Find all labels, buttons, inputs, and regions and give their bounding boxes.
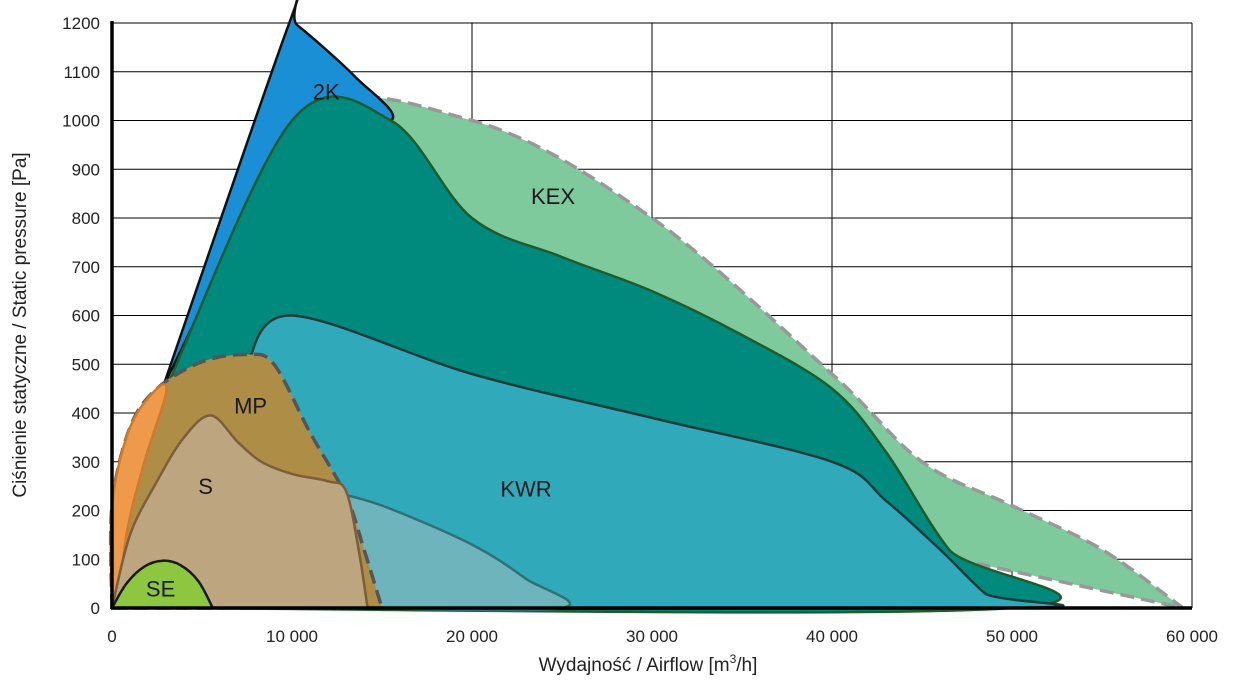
area-se xyxy=(110,559,215,610)
y-tick-label: 300 xyxy=(72,453,100,472)
x-tick-label: 40 000 xyxy=(806,627,858,646)
y-tick-label: 800 xyxy=(72,209,100,228)
x-tick-label: 50 000 xyxy=(986,627,1038,646)
y-tick-label: 1200 xyxy=(62,14,100,33)
plot-areas xyxy=(108,0,1185,614)
x-axis-title-suffix: /h] xyxy=(736,655,757,676)
axes xyxy=(110,21,1192,610)
x-axis-title-superscript: 3 xyxy=(730,652,737,666)
y-tick-label: 400 xyxy=(72,404,100,423)
x-tick-label: 0 xyxy=(107,627,116,646)
y-tick-label: 1000 xyxy=(62,112,100,131)
x-tick-label: 10 000 xyxy=(266,627,318,646)
y-tick-label: 100 xyxy=(72,550,100,569)
y-tick-label: 700 xyxy=(72,258,100,277)
area-s xyxy=(110,414,369,610)
y-tick-label: 900 xyxy=(72,160,100,179)
y-tick-label: 600 xyxy=(72,307,100,326)
area-unlabeled-4 xyxy=(326,489,572,612)
region-label-2k: 2K xyxy=(313,79,340,104)
y-tick-label: 0 xyxy=(91,599,100,618)
y-tick-label: 1100 xyxy=(63,63,100,82)
region-labels: KEX 2K KWR MP S SE xyxy=(146,79,575,601)
region-label-kex: KEX xyxy=(531,184,575,209)
x-axis-title: Wydajność / Airflow [m3/h] xyxy=(539,652,758,676)
region-label-se: SE xyxy=(146,577,175,602)
y-tick-label: 200 xyxy=(72,502,100,521)
x-tick-label: 60 000 xyxy=(1166,627,1218,646)
x-tick-label: 20 000 xyxy=(446,627,498,646)
y-axis-title: Ciśnienie statyczne / Static pressure [P… xyxy=(10,152,31,497)
region-label-kwr: KWR xyxy=(500,477,551,502)
tick-labels: 0 100 200 300 400 500 600 700 800 900 1000 1100 1200… xyxy=(62,14,1218,646)
x-tick-label: 30 000 xyxy=(626,627,678,646)
region-label-s: S xyxy=(198,474,213,499)
y-tick-label: 500 xyxy=(72,355,100,374)
region-label-mp: MP xyxy=(234,394,267,419)
x-axis-title-main: Wydajność / Airflow [m xyxy=(539,655,730,676)
